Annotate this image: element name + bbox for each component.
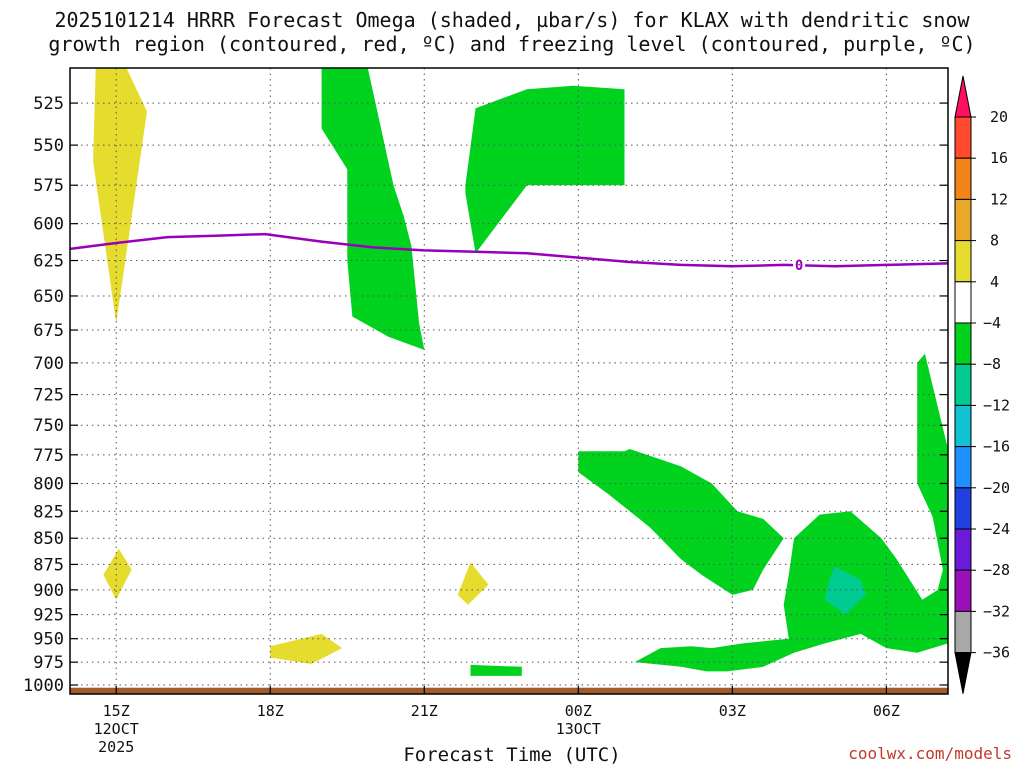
colorbar-label: 12: [990, 190, 1008, 208]
x-tick-label: 21Z: [411, 702, 438, 720]
x-tick-label: 06Z: [873, 702, 900, 720]
y-tick-label: 550: [33, 136, 64, 156]
y-tick-label: 525: [33, 94, 64, 114]
y-tick-label: 925: [33, 606, 64, 626]
y-tick-label: 775: [33, 446, 64, 466]
y-tick-label: 975: [33, 653, 64, 673]
y-tick-label: 950: [33, 630, 64, 650]
colorbar-swatch: [954, 404, 972, 448]
colorbar-swatch: [954, 116, 972, 159]
x-tick-label: 00Z: [565, 702, 592, 720]
y-tick-label: 625: [33, 252, 64, 272]
colorbar-label: −8: [983, 355, 1001, 373]
colorbar-swatch: [954, 569, 972, 612]
x-tick-label: 18Z: [257, 702, 284, 720]
colorbar-label: 16: [990, 149, 1008, 167]
omega-region-lower-ascent-main: [578, 449, 784, 595]
x-tick-label: 03Z: [719, 702, 746, 720]
y-tick-label: 700: [33, 354, 64, 374]
colorbar-label: −28: [983, 561, 1010, 579]
colorbar-swatch: [954, 446, 972, 489]
chart-title-line-2: growth region (contoured, red, ºC) and f…: [48, 32, 976, 56]
colorbar-label: −4: [983, 314, 1001, 332]
y-tick-label: 600: [33, 215, 64, 235]
colorbar-bottom-arrow: [954, 652, 972, 694]
omega-region-upper-mid-ascent: [465, 85, 625, 254]
colorbar-swatch: [954, 610, 972, 654]
omega-region-small-positive-900: [457, 562, 489, 605]
colorbar-swatch: [954, 322, 972, 365]
colorbar-label: 20: [990, 108, 1008, 126]
y-tick-label: 1000: [23, 676, 64, 696]
colorbar-label: −12: [983, 396, 1010, 414]
credit-link[interactable]: coolwx.com/models: [848, 744, 1012, 763]
omega-region-stronger-ascent: [824, 566, 866, 615]
omega-region-small-positive-970: [270, 633, 343, 664]
omega-region-sfc-ascent: [470, 664, 522, 676]
y-tick-label: 800: [33, 474, 64, 494]
colorbar-swatch: [954, 363, 972, 406]
y-tick-label: 900: [33, 581, 64, 601]
y-tick-label: 825: [33, 502, 64, 522]
x-tick-year-label: 2025: [98, 738, 134, 756]
colorbar-swatch: [954, 487, 972, 530]
x-tick-label: 15Z: [103, 702, 130, 720]
x-tick-date-label: 13OCT: [556, 720, 601, 738]
colorbar-swatch: [954, 281, 972, 324]
colorbar-label: −20: [983, 479, 1010, 497]
colorbar-top-arrow: [954, 75, 972, 118]
y-tick-label: 850: [33, 529, 64, 549]
omega-region-upper-ascent-band: [321, 68, 425, 350]
freezing-level-contour: [70, 232, 948, 268]
x-tick-date-label: 12OCT: [94, 720, 139, 738]
x-axis-title: Forecast Time (UTC): [403, 744, 621, 766]
plot-frame: [69, 67, 949, 695]
colorbar-label: 8: [990, 232, 999, 250]
freezing-level-label: 0: [795, 258, 803, 274]
ground-surface: [70, 687, 948, 694]
colorbar-label: 4: [990, 273, 999, 291]
colorbar-label: −36: [983, 644, 1010, 662]
omega-region-small-positive-880: [103, 548, 132, 600]
y-tick-label: 575: [33, 176, 64, 196]
omega-region-right-ascent: [634, 353, 948, 672]
omega-region-upper-left-positive: [93, 68, 147, 324]
colorbar-label: −16: [983, 438, 1010, 456]
y-tick-label: 650: [33, 287, 64, 307]
chart-title-line-1: 2025101214 HRRR Forecast Omega (shaded, …: [54, 8, 970, 32]
colorbar-swatch: [954, 157, 972, 200]
colorbar-label: −24: [983, 520, 1010, 538]
freezing-level-label-bg: [793, 255, 806, 274]
y-tick-label: 750: [33, 416, 64, 436]
y-tick-label: 875: [33, 555, 64, 575]
colorbar-swatch: [954, 528, 972, 571]
y-tick-label: 725: [33, 386, 64, 406]
y-tick-label: 675: [33, 321, 64, 341]
colorbar-swatch: [954, 240, 972, 283]
colorbar-label: −32: [983, 602, 1010, 620]
colorbar-swatch: [954, 198, 972, 242]
